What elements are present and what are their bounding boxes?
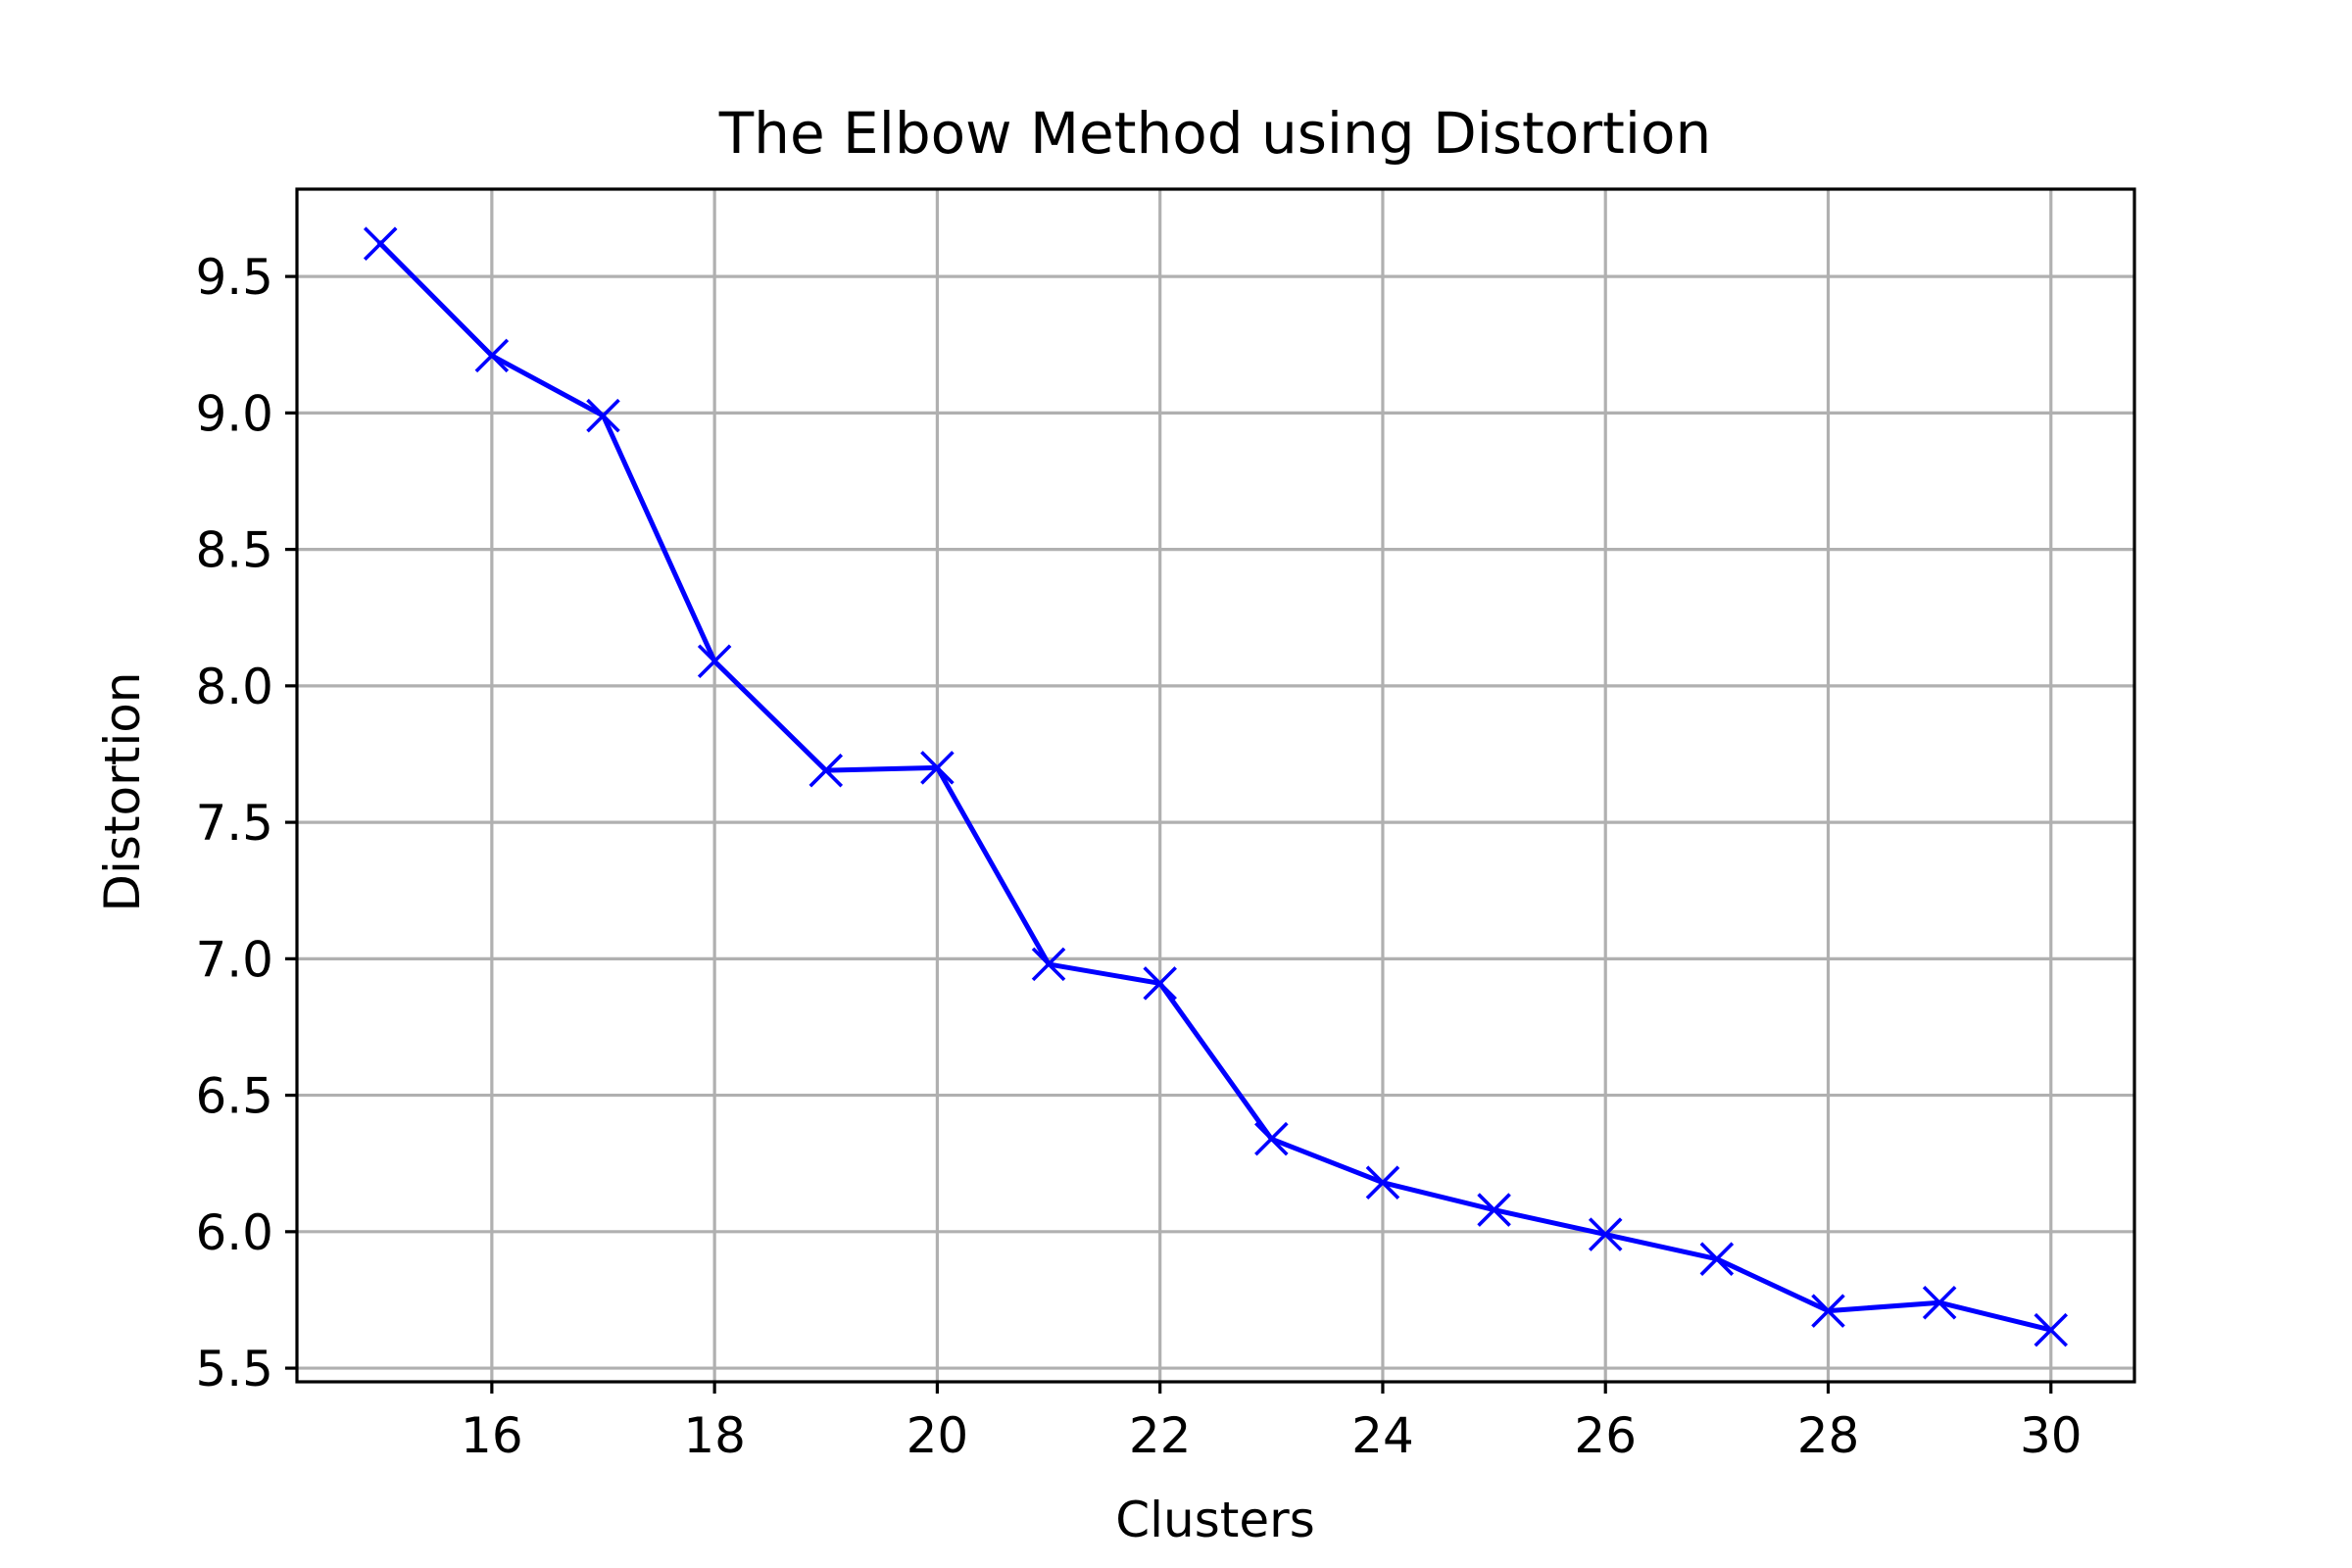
data-point-marker <box>1143 966 1177 1001</box>
y-tick-label: 6.0 <box>195 1204 273 1261</box>
y-tick-label: 9.0 <box>195 385 273 442</box>
data-point-marker <box>1254 1121 1289 1156</box>
y-tick-label: 8.5 <box>195 522 273 579</box>
data-point-marker <box>2034 1312 2069 1348</box>
x-tick-label: 22 <box>1129 1407 1192 1464</box>
chart-title: The Elbow Method using Distortion <box>718 100 1711 167</box>
data-point-marker <box>363 226 398 261</box>
y-tick-label: 7.0 <box>195 931 273 988</box>
y-tick-label: 7.5 <box>195 795 273 852</box>
grid <box>297 189 2134 1382</box>
series-line <box>376 240 2054 1334</box>
data-point-marker <box>1588 1217 1623 1251</box>
y-tick-label: 5.5 <box>195 1341 273 1397</box>
data-point-marker <box>1811 1294 1845 1328</box>
x-tick-label: 18 <box>683 1407 746 1464</box>
data-point-marker <box>1922 1285 1957 1320</box>
x-tick-label: 16 <box>461 1407 523 1464</box>
data-point-marker <box>1477 1193 1511 1227</box>
y-tick-label: 9.5 <box>195 249 273 306</box>
y-tick-label: 8.0 <box>195 659 273 715</box>
data-point-marker <box>1699 1242 1735 1276</box>
x-tick-label: 28 <box>1797 1407 1860 1464</box>
x-tick-label: 26 <box>1574 1407 1637 1464</box>
data-point-marker <box>586 398 620 433</box>
x-tick-label: 20 <box>906 1407 969 1464</box>
y-tick-label: 6.5 <box>195 1068 273 1125</box>
data-point-marker <box>1031 947 1066 982</box>
plot-frame <box>295 187 2136 1384</box>
ticks: 16 18 20 22 24 26 28 30 5.5 6.0 6.5 7.0 7.5 8.0 8.5 9.0… <box>195 249 2082 1464</box>
y-axis-label: Distortion <box>94 672 151 912</box>
data-point-marker <box>808 753 844 788</box>
data-point-marker <box>474 338 510 373</box>
data-point-marker <box>1365 1165 1400 1200</box>
x-tick-label: 24 <box>1351 1407 1414 1464</box>
data-point-marker <box>920 751 955 785</box>
x-axis-label: Clusters <box>1115 1492 1315 1548</box>
series <box>363 226 2069 1348</box>
data-point-marker <box>697 644 732 679</box>
x-tick-label: 30 <box>2020 1407 2082 1464</box>
